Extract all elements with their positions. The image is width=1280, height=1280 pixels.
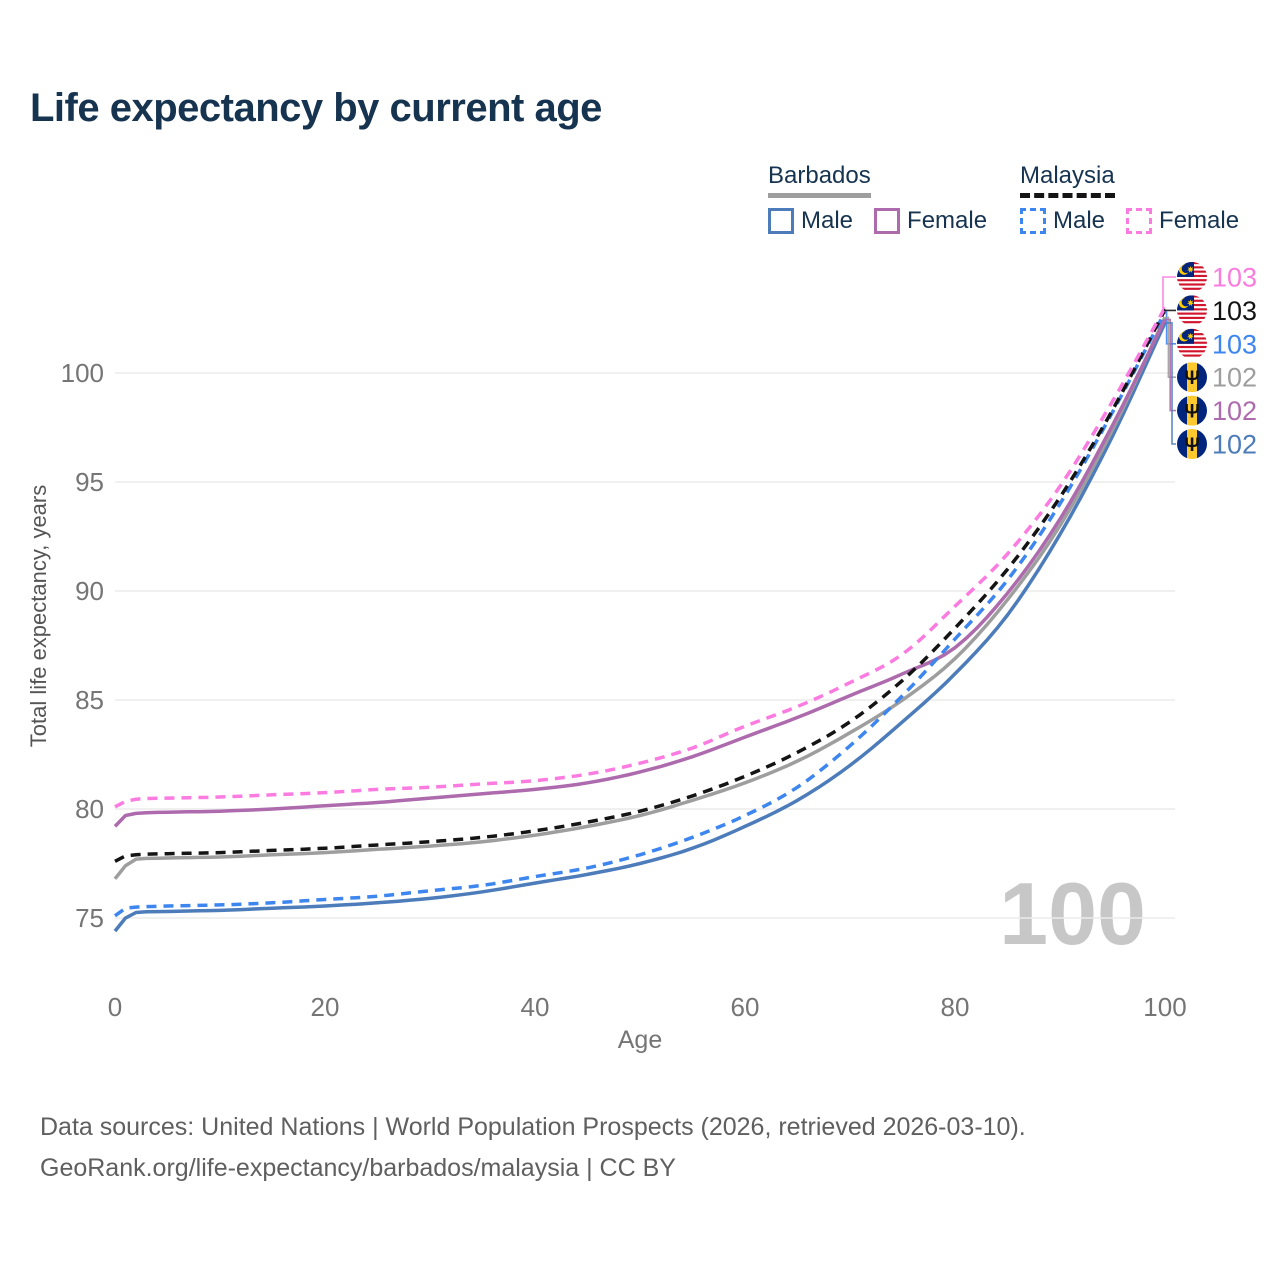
end-value-label-malaysia-both: 103 — [1212, 296, 1257, 326]
end-label-barbados-male[interactable]: Ψ 102 — [1177, 429, 1257, 460]
y-tick-label-90: 90 — [75, 576, 104, 606]
series-line-barbados-female[interactable] — [113, 318, 1167, 828]
svg-text:Ψ: Ψ — [1184, 368, 1199, 389]
series-line-malaysia-male[interactable] — [113, 311, 1167, 918]
legend-country-malaysia[interactable]: Malaysia — [1020, 162, 1115, 198]
leader-line-barbados-male — [1165, 322, 1176, 445]
legend-label-malaysia-male: Male — [1053, 207, 1106, 234]
x-tick-label-80: 80 — [941, 992, 970, 1022]
series-line-barbados-male[interactable] — [113, 322, 1167, 933]
svg-text:Ψ: Ψ — [1184, 435, 1199, 456]
legend-label-barbados-male: Male — [801, 207, 854, 234]
svg-text:Ψ: Ψ — [1184, 402, 1199, 423]
leader-line-malaysia-female — [1162, 276, 1176, 309]
end-value-label-malaysia-male: 103 — [1212, 329, 1257, 359]
malaysia-flag-icon — [1177, 328, 1207, 359]
end-label-malaysia-female[interactable]: 103 — [1177, 262, 1257, 293]
malaysia-male-swatch-icon[interactable] — [1020, 208, 1046, 234]
x-tick-label-20: 20 — [311, 992, 340, 1022]
x-tick-label-0: 0 — [108, 992, 122, 1022]
footer: Data sources: United Nations | World Pop… — [40, 1107, 1026, 1189]
end-label-barbados-both[interactable]: Ψ 102 — [1177, 362, 1257, 393]
series-line-barbados-both[interactable] — [113, 316, 1167, 880]
malaysia-female-swatch-icon[interactable] — [1126, 208, 1153, 234]
page-title: Life expectancy by current age — [30, 86, 602, 130]
end-value-label-malaysia-female: 103 — [1212, 263, 1257, 293]
malaysia-flag-icon — [1177, 295, 1207, 326]
legend-group-barbados: Barbados Male Female — [768, 162, 1008, 235]
barbados-flag-icon: Ψ — [1177, 429, 1207, 459]
end-label-malaysia-male[interactable]: 103 — [1177, 328, 1257, 360]
legend-item-barbados-female[interactable]: Female — [874, 207, 987, 235]
end-label-malaysia-both[interactable]: 103 — [1177, 295, 1257, 326]
barbados-flag-icon: Ψ — [1177, 395, 1207, 426]
end-value-label-barbados-both: 102 — [1212, 363, 1257, 393]
end-value-label-barbados-male: 102 — [1212, 430, 1257, 460]
end-value-label-barbados-female: 102 — [1212, 396, 1257, 426]
legend-item-malaysia-male[interactable]: Male — [1020, 207, 1105, 235]
x-axis-title: Age — [618, 1026, 662, 1054]
end-label-barbados-female[interactable]: Ψ 102 — [1177, 395, 1257, 427]
y-tick-label-75: 75 — [75, 903, 104, 933]
x-tick-label-60: 60 — [731, 992, 760, 1022]
legend-group-malaysia: Malaysia Male Female — [1020, 162, 1260, 235]
x-tick-label-100: 100 — [1143, 992, 1186, 1022]
y-tick-label-85: 85 — [75, 685, 104, 715]
footer-attribution-link: GeoRank.org/life-expectancy/barbados/mal… — [40, 1154, 676, 1182]
barbados-female-swatch-icon[interactable] — [874, 208, 901, 234]
y-tick-label-80: 80 — [75, 794, 104, 824]
series-line-malaysia-both[interactable] — [114, 308, 1167, 863]
malaysia-flag-icon — [1177, 262, 1207, 292]
legend-item-malaysia-female[interactable]: Female — [1126, 207, 1239, 235]
legend-label-barbados-female: Female — [907, 207, 988, 234]
series-line-malaysia-female[interactable] — [114, 306, 1167, 809]
age-watermark: 100 — [999, 864, 1146, 963]
legend-country-barbados[interactable]: Barbados — [768, 162, 871, 198]
barbados-flag-icon: Ψ — [1177, 362, 1207, 393]
x-tick-label-40: 40 — [521, 992, 550, 1022]
y-tick-label-95: 95 — [75, 467, 104, 497]
footer-data-sources: Data sources: United Nations | World Pop… — [40, 1113, 1026, 1141]
leader-line-barbados-female — [1165, 318, 1176, 412]
barbados-male-swatch-icon[interactable] — [768, 208, 794, 234]
y-axis-title: Total life expectancy, years — [26, 485, 51, 748]
legend-label-malaysia-female: Female — [1159, 207, 1240, 234]
y-tick-label-100: 100 — [61, 358, 104, 388]
legend-item-barbados-male[interactable]: Male — [768, 207, 853, 235]
leader-line-malaysia-both — [1164, 309, 1176, 312]
